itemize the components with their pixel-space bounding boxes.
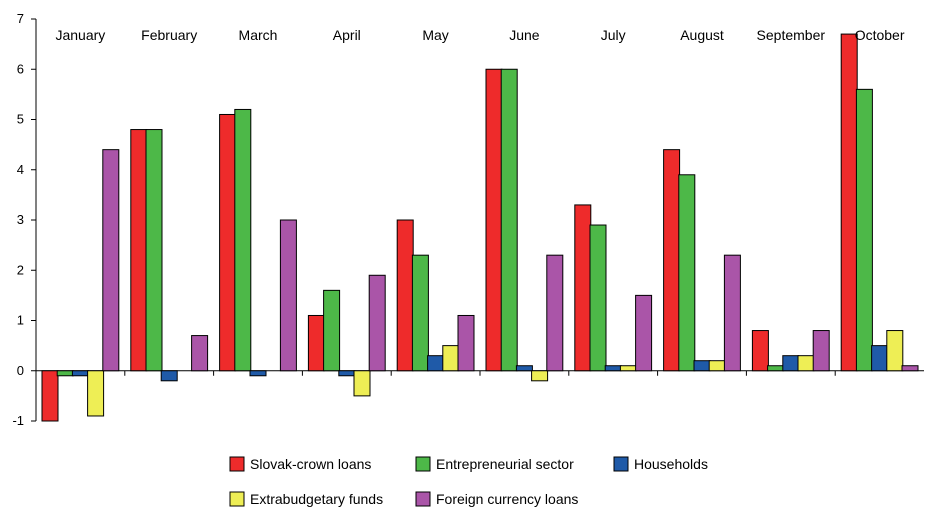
y-tick-label: 0: [17, 363, 24, 378]
bar: [56, 370, 74, 377]
bar: [767, 365, 785, 372]
bar: [249, 370, 267, 377]
bar: [353, 370, 371, 397]
bar: [901, 365, 919, 372]
bar: [871, 345, 889, 372]
bar: [234, 108, 252, 372]
bar: [323, 289, 341, 372]
bar: [102, 149, 120, 372]
category-label: May: [422, 27, 448, 43]
category-label: October: [855, 27, 905, 43]
bar: [812, 330, 830, 372]
bar: [723, 254, 741, 372]
bar: [307, 314, 325, 372]
bar: [663, 149, 681, 372]
bar: [191, 335, 209, 372]
bar: [500, 68, 518, 372]
bar: [279, 219, 297, 372]
category-label: February: [141, 27, 197, 43]
bar: [219, 113, 237, 372]
bar: [160, 370, 178, 382]
legend-swatch: [229, 491, 245, 507]
bar: [797, 355, 815, 372]
legend-swatch: [229, 456, 245, 472]
legend-swatch: [415, 456, 431, 472]
bar: [485, 68, 503, 372]
bar: [515, 365, 533, 372]
bar: [41, 370, 59, 422]
bar: [87, 370, 105, 417]
bar: [396, 219, 414, 372]
legend: Slovak-crown loans Entrepreneurial sector…: [229, 456, 708, 507]
bar: [130, 129, 148, 372]
legend-label: Entrepreneurial sector: [436, 456, 574, 472]
y-tick-label: 4: [17, 162, 24, 177]
bar: [574, 204, 592, 372]
bar: [693, 360, 711, 372]
bar: [840, 33, 858, 372]
category-label: January: [55, 27, 105, 43]
category-label: March: [239, 27, 278, 43]
bars: [41, 33, 919, 422]
legend-label: Extrabudgetary funds: [250, 491, 383, 507]
bar: [457, 314, 475, 372]
category-label: September: [757, 27, 826, 43]
legend-label: Foreign currency loans: [436, 491, 578, 507]
category-label: August: [680, 27, 724, 43]
bar: [886, 330, 904, 372]
bar: [442, 345, 460, 372]
bar: [782, 355, 800, 372]
bar: [708, 360, 726, 372]
bar: [531, 370, 549, 382]
y-tick-label: 5: [17, 112, 24, 127]
bar: [751, 330, 769, 372]
category-labels: January February March April May June July Augu…: [55, 27, 904, 43]
bar: [619, 365, 637, 372]
y-tick-label: -1: [12, 413, 24, 428]
bar: [678, 174, 696, 372]
y-tick-label: 6: [17, 61, 24, 76]
y-tick-label: 3: [17, 212, 24, 227]
category-label: June: [509, 27, 540, 43]
bar: [635, 294, 653, 372]
bar: [145, 129, 163, 372]
bar: [546, 254, 564, 372]
bar: [855, 88, 873, 372]
bar: [427, 355, 445, 372]
legend-label: Households: [634, 456, 708, 472]
bar: [604, 365, 622, 372]
legend-swatch: [613, 456, 629, 472]
y-tick-label: 7: [17, 11, 24, 26]
category-label: July: [601, 27, 626, 43]
category-label: April: [333, 27, 361, 43]
bar: [589, 224, 607, 372]
legend-label: Slovak-crown loans: [250, 456, 371, 472]
y-tick-label: 2: [17, 262, 24, 277]
bar: [368, 274, 386, 372]
bar: [71, 370, 89, 377]
y-tick-label: 1: [17, 313, 24, 328]
bar: [338, 370, 356, 377]
bar: [411, 254, 429, 372]
legend-swatch: [415, 491, 431, 507]
